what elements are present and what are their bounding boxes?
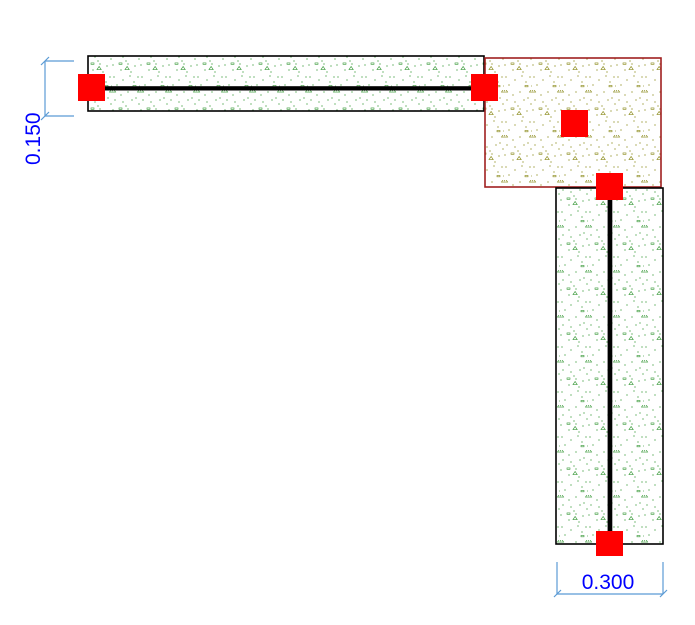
svg-text:0.150: 0.150 [22,112,45,165]
svg-text:0.300: 0.300 [582,571,635,594]
